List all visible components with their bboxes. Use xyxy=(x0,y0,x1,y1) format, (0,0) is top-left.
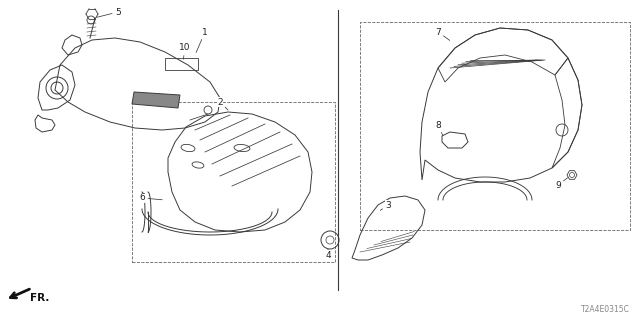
Text: 8: 8 xyxy=(435,121,443,135)
Text: 5: 5 xyxy=(97,7,121,17)
Text: 6: 6 xyxy=(139,194,162,203)
Text: 10: 10 xyxy=(179,44,191,59)
Text: 1: 1 xyxy=(196,28,208,52)
Text: 4: 4 xyxy=(325,249,331,260)
Text: FR.: FR. xyxy=(30,293,49,303)
Text: 9: 9 xyxy=(555,178,568,189)
Text: 7: 7 xyxy=(435,28,450,40)
Text: 3: 3 xyxy=(380,201,391,211)
Text: T2A4E0315C: T2A4E0315C xyxy=(581,305,630,314)
Text: 2: 2 xyxy=(217,98,228,110)
Polygon shape xyxy=(132,92,180,108)
